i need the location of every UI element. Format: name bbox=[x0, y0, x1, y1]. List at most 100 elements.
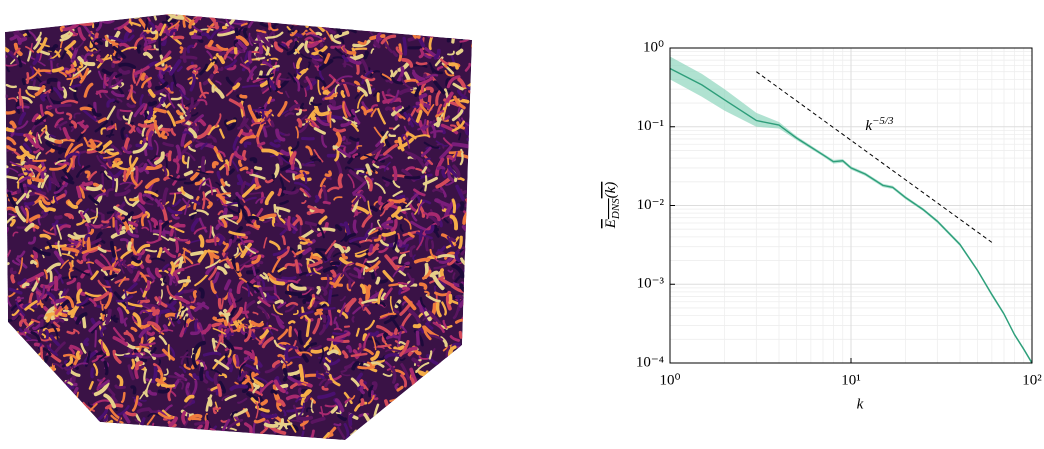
vortex-strand bbox=[235, 439, 245, 442]
vortex-strand bbox=[472, 24, 473, 30]
vortex-strand bbox=[456, 365, 466, 367]
vortex-strand bbox=[399, 425, 401, 429]
vortex-strand bbox=[73, 419, 80, 423]
vortex-strand bbox=[453, 364, 460, 367]
vortex-strand bbox=[375, 43, 378, 47]
annotation-exponent: −5/3 bbox=[872, 114, 894, 126]
vortex-strand bbox=[213, 86, 214, 92]
vortex-strand bbox=[394, 414, 404, 424]
vortex-strand bbox=[377, 278, 378, 282]
vortex-strand bbox=[474, 275, 480, 286]
vortex-strand bbox=[154, 14, 156, 19]
vortex-strand bbox=[309, 7, 314, 16]
vortex-strand bbox=[468, 334, 481, 343]
vortex-strand bbox=[408, 401, 411, 408]
vortex-strand bbox=[160, 38, 161, 53]
vortex-strand bbox=[6, 377, 9, 381]
vortex-strand bbox=[117, 429, 119, 437]
vortex-strand bbox=[436, 388, 449, 391]
vortex-strand bbox=[390, 429, 396, 437]
vortex-strand bbox=[413, 20, 428, 22]
vortex-strand bbox=[379, 280, 386, 282]
vortex-strand bbox=[78, 22, 91, 24]
vortex-strand bbox=[184, 49, 185, 61]
vortex-strand bbox=[181, 357, 190, 358]
vortex-strand bbox=[404, 38, 405, 54]
vortex-strand bbox=[13, 421, 17, 428]
vortex-strand bbox=[241, 96, 246, 97]
vortex-strand bbox=[361, 5, 362, 13]
vortex-strand bbox=[329, 291, 331, 303]
vortex-strand bbox=[433, 426, 437, 435]
vortex-strand bbox=[448, 389, 457, 393]
vortex-strand bbox=[79, 16, 86, 17]
vortex-strand bbox=[21, 432, 24, 437]
vortex-strand bbox=[132, 360, 134, 368]
vortex-strand bbox=[333, 24, 342, 26]
vortex-strand bbox=[450, 296, 451, 303]
vortex-strand bbox=[87, 262, 94, 263]
vortex-strand bbox=[15, 395, 20, 402]
x-axis-label: k bbox=[857, 396, 864, 412]
vortex-strand bbox=[397, 196, 404, 197]
vortex-strand bbox=[17, 392, 20, 396]
vortex-strand bbox=[473, 114, 479, 128]
vortex-strand bbox=[472, 149, 478, 150]
vortex-strand bbox=[301, 104, 303, 108]
vortex-strand bbox=[453, 14, 461, 15]
vortex-strand bbox=[445, 362, 447, 376]
vortex-strand bbox=[19, 439, 23, 441]
vortex-strand bbox=[287, 292, 301, 294]
y-axis-label: EDNS(k) bbox=[603, 182, 621, 230]
vortex-strand bbox=[4, 403, 7, 411]
vortex-strand bbox=[429, 28, 431, 36]
vortex-strand bbox=[470, 14, 478, 17]
vortex-strand bbox=[185, 290, 193, 292]
vortex-strand bbox=[362, 21, 370, 24]
vortex-strand bbox=[438, 119, 439, 126]
vortex-strand bbox=[36, 385, 51, 387]
vortex-strand bbox=[38, 71, 49, 72]
vortex-strand bbox=[256, 178, 258, 186]
vortex-strand bbox=[439, 10, 446, 15]
vortex-strand bbox=[48, 427, 61, 431]
vortex-strand bbox=[321, 308, 334, 309]
vortex-strand bbox=[7, 129, 13, 130]
vortex-strand bbox=[414, 423, 416, 430]
vortex-strand bbox=[29, 422, 36, 430]
vortex-strand bbox=[336, 322, 338, 327]
vortex-strand bbox=[411, 401, 424, 408]
y-label-main: E bbox=[603, 219, 619, 229]
vortex-strand bbox=[415, 421, 422, 432]
vortex-strand bbox=[423, 423, 427, 433]
vortex-strand bbox=[436, 382, 438, 389]
vortex-strand bbox=[196, 423, 204, 424]
vortex-strand bbox=[61, 11, 71, 12]
vortex-strand bbox=[322, 8, 325, 17]
vortex-strand bbox=[458, 51, 462, 54]
vortex-strand bbox=[61, 400, 63, 409]
vortex-strand bbox=[444, 393, 446, 397]
vortex-strand bbox=[342, 92, 344, 97]
vortex-strand bbox=[118, 11, 122, 14]
vortex-strand bbox=[300, 366, 302, 380]
vortex-strand bbox=[24, 409, 35, 421]
vortex-strand bbox=[0, 111, 14, 113]
vortex-strand bbox=[460, 332, 461, 337]
vortex-strand bbox=[125, 356, 136, 357]
vortex-strand bbox=[16, 351, 26, 353]
vortex-strand bbox=[316, 313, 321, 315]
vortex-strand bbox=[387, 337, 391, 338]
vortex-strand bbox=[129, 243, 130, 249]
vortex-strand bbox=[452, 383, 455, 387]
vortex-strand bbox=[463, 390, 465, 398]
vortex-strand bbox=[84, 20, 91, 23]
x-tick-label: 10⁰ bbox=[659, 372, 680, 388]
vortex-strand bbox=[463, 14, 473, 25]
vortex-strand bbox=[469, 378, 470, 394]
vortex-strand bbox=[373, 14, 384, 16]
vortex-strand bbox=[64, 408, 68, 416]
vortex-strand bbox=[254, 286, 260, 287]
vortex-strand bbox=[452, 404, 462, 414]
